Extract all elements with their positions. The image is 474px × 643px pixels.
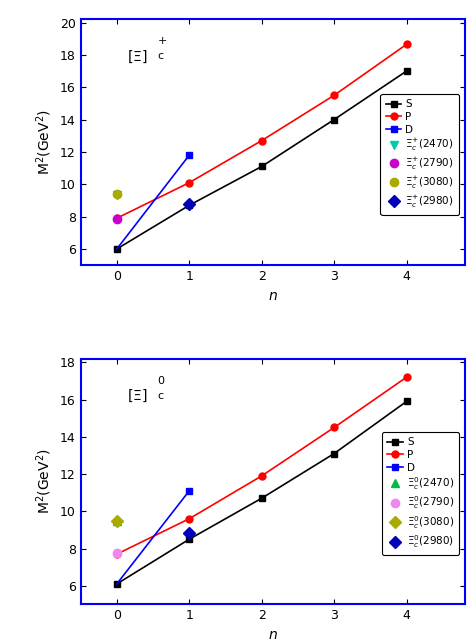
Text: c: c [157, 51, 164, 61]
P [404, 374, 410, 381]
Text: $[\Xi]$: $[\Xi]$ [127, 388, 147, 404]
S [186, 201, 192, 209]
P [331, 91, 337, 99]
P [186, 515, 192, 523]
X-axis label: n: n [268, 289, 277, 303]
S [404, 397, 410, 405]
P [114, 214, 119, 222]
S [259, 163, 264, 170]
Text: +: + [157, 37, 167, 46]
S [331, 449, 337, 457]
Text: c: c [157, 390, 164, 401]
Y-axis label: M$^2$(GeV$^2$): M$^2$(GeV$^2$) [35, 449, 55, 514]
Line: P: P [113, 374, 410, 557]
Line: S: S [113, 398, 410, 588]
P [259, 137, 264, 145]
Line: P: P [113, 41, 410, 222]
Legend: S, P, D, $\Xi_c^{+}(2470)$, $\Xi_c^{+}(2790)$, $\Xi_c^{+}(3080)$, $\Xi_c^{+}(298: S, P, D, $\Xi_c^{+}(2470)$, $\Xi_c^{+}(2… [381, 95, 459, 215]
Line: S: S [113, 68, 410, 253]
Text: 0: 0 [157, 376, 164, 386]
S [331, 116, 337, 123]
Y-axis label: M$^2$(GeV$^2$): M$^2$(GeV$^2$) [35, 109, 55, 175]
P [186, 179, 192, 186]
S [404, 67, 410, 75]
P [404, 41, 410, 48]
P [114, 550, 119, 558]
Text: $[\Xi]$: $[\Xi]$ [127, 49, 147, 65]
X-axis label: n: n [268, 628, 277, 642]
Legend: S, P, D, $\Xi_c^{0}(2470)$, $\Xi_c^{0}(2790)$, $\Xi_c^{0}(3080)$, $\Xi_c^{0}(298: S, P, D, $\Xi_c^{0}(2470)$, $\Xi_c^{0}(2… [382, 432, 459, 556]
P [331, 424, 337, 431]
S [186, 536, 192, 543]
S [114, 580, 119, 588]
S [259, 494, 264, 502]
S [114, 245, 119, 253]
P [259, 472, 264, 480]
